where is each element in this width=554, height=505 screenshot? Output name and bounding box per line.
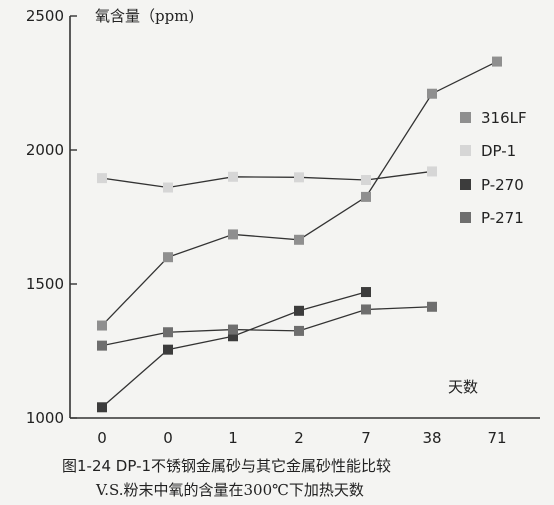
data-point-316lf	[163, 252, 173, 263]
legend-label-316lf: 316LF	[481, 109, 527, 127]
series-line-p-271	[101, 306, 433, 347]
legend-swatch-dp-1	[460, 145, 471, 156]
series-line-316lf	[101, 60, 498, 326]
legend-swatch-p-270	[460, 179, 471, 190]
y-axis-label: 氧含量（ppm)	[95, 7, 194, 25]
series-line-dp-1	[101, 170, 433, 189]
x-tick-label: 38	[422, 429, 441, 447]
x-tick-label: 0	[97, 429, 107, 447]
x-tick-label: 2	[294, 429, 304, 447]
data-point-p-270	[294, 305, 304, 316]
series-lines	[101, 60, 498, 408]
data-point-p-271	[97, 340, 107, 351]
data-point-p-270	[163, 344, 173, 355]
series-points	[97, 56, 502, 413]
data-point-p-271	[427, 301, 437, 312]
data-point-p-271	[294, 325, 304, 336]
series-line-p-270	[101, 291, 367, 408]
data-point-dp-1	[228, 171, 238, 182]
data-point-p-270	[228, 331, 238, 342]
data-point-dp-1	[294, 172, 304, 183]
data-point-p-271	[361, 304, 371, 315]
legend-label-dp-1: DP-1	[481, 142, 516, 160]
data-point-p-271	[163, 327, 173, 338]
legend-swatch-p-271	[460, 212, 471, 223]
data-point-dp-1	[97, 173, 107, 184]
data-point-316lf	[228, 229, 238, 240]
legend-label-p-271: P-271	[481, 209, 524, 227]
data-point-316lf	[97, 320, 107, 331]
data-point-p-271	[228, 324, 238, 335]
data-point-p-270	[361, 287, 371, 298]
y-tick-label: 1000	[26, 409, 64, 427]
data-point-316lf	[361, 191, 371, 202]
x-axis-label: 天数	[448, 378, 478, 396]
x-tick-label: 71	[487, 429, 506, 447]
legend: 316LF DP-1 P-270 P-271	[460, 109, 527, 227]
x-tick-label: 0	[163, 429, 173, 447]
data-point-316lf	[492, 56, 502, 67]
data-point-316lf	[427, 88, 437, 99]
x-ticks: 0 0 1 2 7 38 71	[97, 429, 506, 447]
chart-subtitle: V.S.粉末中氧的含量在300℃下加热天数	[96, 481, 364, 499]
y-tick-label: 2000	[26, 141, 64, 159]
data-point-dp-1	[361, 175, 371, 186]
data-point-dp-1	[163, 182, 173, 193]
y-tick-label: 1500	[26, 275, 64, 293]
y-ticks: 1000 1500 2000 2500	[26, 7, 77, 427]
legend-swatch-316lf	[460, 112, 471, 123]
y-tick-label: 2500	[26, 7, 64, 25]
data-point-316lf	[294, 234, 304, 245]
data-point-dp-1	[427, 166, 437, 177]
chart-title: 图1-24 DP-1不锈钢金属砂与其它金属砂性能比较	[62, 457, 392, 475]
x-tick-label: 7	[361, 429, 371, 447]
legend-label-p-270: P-270	[481, 176, 524, 194]
x-tick-label: 1	[228, 429, 238, 447]
line-chart: 氧含量（ppm) 天数 1000 1500 2000 2500 0 0 1 2 7 38 71 3…	[26, 7, 540, 447]
data-point-p-270	[97, 402, 107, 413]
